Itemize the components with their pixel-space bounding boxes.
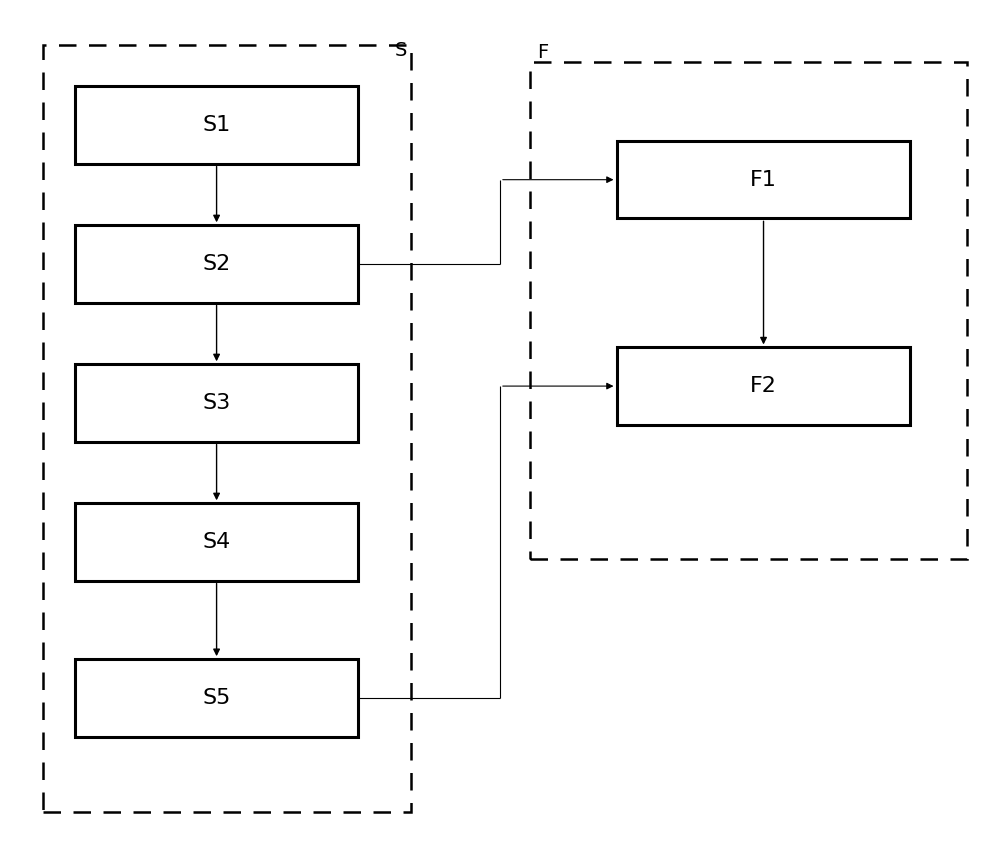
Bar xyxy=(43,45,411,812)
Text: F2: F2 xyxy=(750,377,777,396)
Bar xyxy=(617,141,910,219)
Text: S: S xyxy=(395,41,407,60)
Bar xyxy=(530,62,967,559)
Bar xyxy=(75,364,358,442)
Text: S5: S5 xyxy=(202,688,231,708)
Bar xyxy=(75,226,358,303)
Text: F1: F1 xyxy=(750,170,777,190)
Text: F: F xyxy=(537,42,548,62)
Bar xyxy=(75,659,358,737)
Bar xyxy=(617,348,910,425)
Text: S1: S1 xyxy=(202,115,231,135)
Text: S2: S2 xyxy=(202,254,231,274)
Bar xyxy=(75,503,358,581)
Bar xyxy=(75,86,358,164)
Text: S3: S3 xyxy=(202,393,231,413)
Text: S4: S4 xyxy=(202,532,231,552)
